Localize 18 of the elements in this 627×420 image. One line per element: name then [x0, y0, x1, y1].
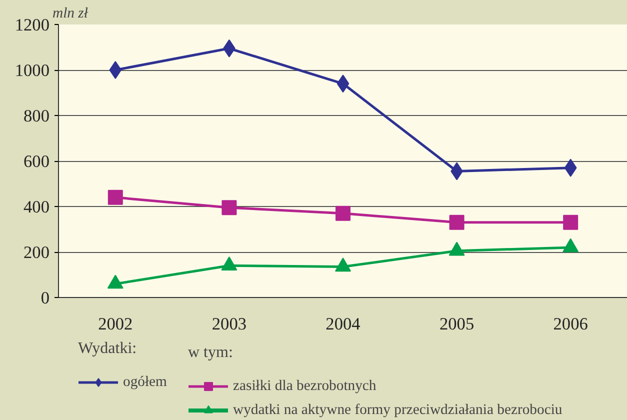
legend-title: Wydatki: — [78, 340, 138, 358]
y-tick-label: 600 — [24, 152, 50, 171]
y-tick-label: 0 — [40, 288, 50, 308]
x-tick-label: 2004 — [326, 314, 361, 334]
x-tick-label: 2002 — [98, 314, 133, 334]
legend-label: zasiłki dla bezrobotnych — [233, 378, 376, 394]
y-tick-label: 1200 — [14, 16, 50, 34]
y-tick-label: 800 — [24, 106, 50, 126]
y-tick-label: 1000 — [14, 61, 50, 80]
x-tick-label: 2005 — [439, 314, 474, 334]
y-tick-label: 400 — [24, 198, 50, 216]
text: w tym: — [188, 344, 234, 362]
y-tick-label: 200 — [24, 243, 50, 262]
legend-label: ogółem — [123, 374, 167, 390]
y-axis-title: mln zł — [52, 6, 89, 22]
x-tick-label: 2003 — [212, 314, 247, 334]
x-tick-label: 2006 — [553, 314, 588, 334]
legend-label: wydatki na aktywne formy przeciwdziałania bezrobociu — [233, 402, 562, 418]
